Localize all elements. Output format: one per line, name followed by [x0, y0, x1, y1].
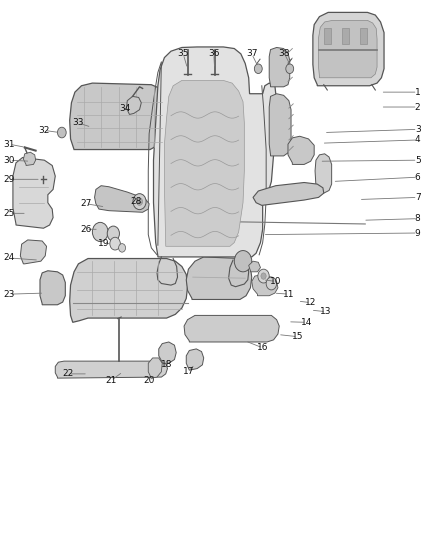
Polygon shape	[184, 316, 279, 342]
Circle shape	[133, 193, 146, 209]
Text: 22: 22	[63, 369, 74, 378]
Polygon shape	[313, 12, 384, 86]
Polygon shape	[13, 158, 55, 228]
Text: 2: 2	[415, 102, 420, 111]
Bar	[342, 28, 349, 44]
Text: 20: 20	[144, 376, 155, 385]
Text: 36: 36	[208, 50, 219, 58]
Text: 24: 24	[4, 254, 15, 262]
Text: 29: 29	[4, 175, 15, 184]
Polygon shape	[127, 96, 141, 115]
Text: 6: 6	[415, 173, 420, 182]
Text: 28: 28	[131, 197, 142, 206]
Text: 7: 7	[415, 193, 420, 202]
Text: 11: 11	[283, 289, 295, 298]
Text: 38: 38	[279, 50, 290, 58]
Circle shape	[107, 226, 120, 241]
Text: 4: 4	[415, 135, 420, 144]
Polygon shape	[186, 349, 204, 370]
Polygon shape	[186, 257, 252, 300]
Text: 35: 35	[177, 50, 189, 58]
Text: 18: 18	[161, 360, 173, 369]
Circle shape	[57, 127, 66, 138]
Text: 14: 14	[300, 318, 312, 327]
Circle shape	[234, 251, 252, 272]
Circle shape	[286, 64, 293, 74]
Text: 17: 17	[183, 367, 194, 376]
Text: 21: 21	[105, 376, 117, 385]
Text: 27: 27	[81, 199, 92, 208]
Polygon shape	[70, 259, 187, 322]
Text: 8: 8	[415, 214, 420, 223]
Polygon shape	[252, 275, 278, 296]
Polygon shape	[197, 224, 215, 240]
Polygon shape	[318, 20, 377, 78]
Text: 13: 13	[320, 307, 332, 316]
Circle shape	[261, 273, 266, 279]
Text: 9: 9	[415, 229, 420, 238]
Polygon shape	[249, 261, 261, 272]
Polygon shape	[20, 240, 46, 264]
Text: 26: 26	[81, 225, 92, 234]
Text: 33: 33	[73, 118, 84, 127]
Polygon shape	[23, 152, 35, 165]
Text: 30: 30	[4, 156, 15, 165]
Polygon shape	[153, 47, 276, 257]
Text: 16: 16	[257, 343, 268, 352]
Circle shape	[110, 237, 120, 250]
Text: 37: 37	[246, 50, 258, 58]
Circle shape	[119, 244, 126, 252]
Bar	[324, 28, 331, 44]
Text: 5: 5	[415, 156, 420, 165]
Polygon shape	[159, 342, 176, 364]
Text: 23: 23	[4, 289, 15, 298]
Polygon shape	[70, 83, 167, 150]
Polygon shape	[269, 47, 290, 87]
Polygon shape	[55, 361, 167, 378]
Text: 10: 10	[270, 277, 282, 286]
Circle shape	[92, 222, 108, 241]
Circle shape	[258, 269, 269, 283]
Polygon shape	[40, 271, 65, 305]
Text: 19: 19	[99, 239, 110, 248]
Text: 25: 25	[4, 209, 15, 218]
Polygon shape	[253, 182, 324, 205]
Text: 32: 32	[39, 126, 50, 135]
Circle shape	[137, 198, 143, 205]
Polygon shape	[269, 94, 291, 156]
Bar	[360, 28, 367, 44]
Text: 12: 12	[305, 298, 316, 307]
Polygon shape	[315, 154, 332, 193]
Polygon shape	[148, 358, 162, 378]
Polygon shape	[288, 136, 314, 165]
Polygon shape	[164, 80, 244, 246]
Text: 31: 31	[4, 140, 15, 149]
Text: 1: 1	[415, 87, 420, 96]
Text: 3: 3	[415, 125, 420, 134]
Text: 34: 34	[120, 103, 131, 112]
Circle shape	[266, 277, 277, 290]
Text: 15: 15	[292, 332, 304, 341]
Polygon shape	[95, 185, 149, 212]
Circle shape	[254, 64, 262, 74]
